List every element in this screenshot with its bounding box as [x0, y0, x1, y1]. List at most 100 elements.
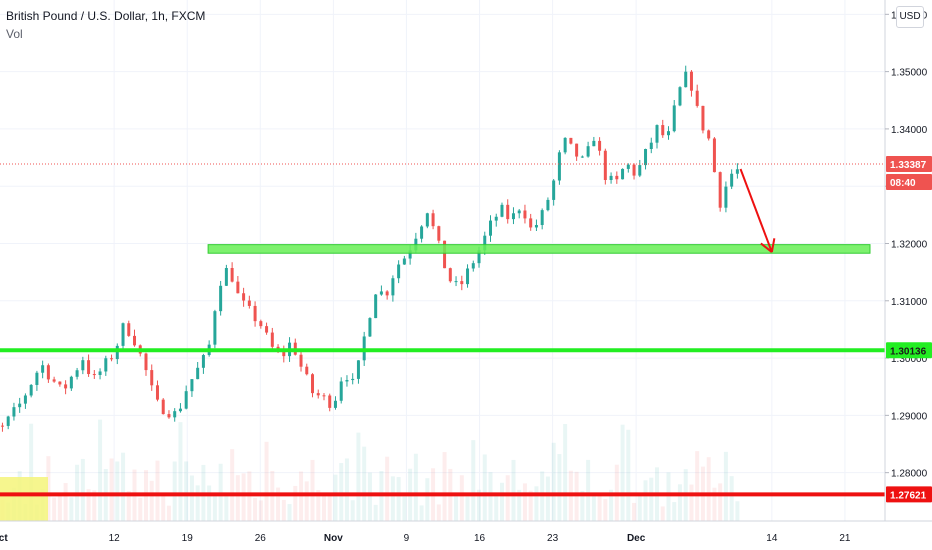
volume-bar	[586, 459, 591, 521]
candle-body	[695, 90, 699, 106]
volume-bar	[86, 489, 91, 521]
candle-body	[98, 371, 102, 375]
candle-body	[460, 281, 464, 285]
candle-body	[213, 311, 217, 345]
volume-bar	[52, 497, 57, 521]
current-price-badge-label: 1.33387	[890, 160, 927, 171]
countdown-badge	[886, 174, 932, 191]
candle-body	[511, 213, 515, 220]
candle-body	[92, 374, 96, 376]
candle-body	[115, 345, 119, 360]
volume-bar	[499, 482, 504, 521]
volume-bar	[293, 485, 298, 521]
volume-bar	[155, 460, 160, 521]
volume-bar	[436, 504, 441, 521]
volume-bar	[29, 423, 34, 521]
volume-bar	[632, 502, 637, 521]
chart-title: British Pound / U.S. Dollar, 1h, FXCM	[6, 9, 206, 23]
price-scale[interactable]	[885, 0, 932, 550]
candle-body	[529, 218, 533, 228]
candle-body	[230, 268, 234, 282]
candle-body	[316, 393, 320, 396]
support-level-badge	[886, 342, 932, 359]
volume-bar	[264, 441, 269, 521]
volume-bar	[195, 485, 200, 521]
volume-bar	[712, 487, 717, 521]
candle-body	[201, 355, 205, 368]
volume-bar	[723, 451, 728, 521]
time-tick-label: 23	[547, 533, 559, 544]
candle-body	[385, 291, 389, 296]
resistance-level-badge-label: 1.27621	[890, 490, 927, 501]
candle-body	[569, 137, 573, 144]
volume-bar	[488, 472, 493, 521]
volume-bar	[677, 484, 682, 521]
price-tick-label: 1.31000	[891, 297, 928, 308]
current-price-badge	[886, 156, 932, 173]
volume-highlight	[0, 477, 48, 521]
volume-bar	[235, 475, 240, 521]
volume-bar	[316, 490, 321, 521]
candle-body	[242, 293, 246, 301]
candle-body	[598, 140, 602, 151]
time-tick-label: Nov	[324, 533, 343, 544]
time-axis[interactable]	[0, 521, 932, 550]
candle-body	[299, 354, 303, 367]
candle-body	[489, 220, 492, 236]
candle-body	[506, 204, 510, 220]
candle-body	[356, 360, 360, 379]
volume-bar	[92, 490, 97, 521]
volume-bar	[402, 496, 407, 521]
candle-body	[75, 370, 79, 377]
price-tick-label: 1.28000	[891, 469, 928, 480]
candle-body	[368, 318, 372, 337]
currency-button[interactable]: USD	[896, 6, 924, 28]
support-zone[interactable]	[207, 244, 871, 254]
time-tick-label: 21	[839, 533, 851, 544]
candle-body	[408, 250, 412, 259]
volume-bar	[356, 432, 361, 521]
candle-body	[494, 216, 498, 221]
candle-body	[724, 186, 728, 208]
candle-body	[339, 381, 343, 401]
volume-bar	[477, 489, 482, 521]
volume-bar	[350, 500, 355, 521]
candle-body	[52, 379, 56, 382]
candle-body	[219, 285, 223, 312]
volume-bar	[666, 472, 671, 521]
candle-body	[196, 367, 200, 380]
candle-body	[707, 130, 711, 139]
volume-bar	[689, 484, 694, 521]
volume-bar	[626, 429, 631, 521]
volume-bar	[230, 449, 235, 521]
support-level-badge-label: 1.30136	[890, 346, 927, 357]
resistance-level-badge	[886, 486, 932, 503]
candle-body	[69, 376, 73, 389]
countdown-badge-label: 08:40	[890, 178, 916, 189]
volume-bar	[63, 483, 68, 521]
time-tick-label: 9	[404, 533, 410, 544]
candle-body	[46, 365, 50, 380]
time-tick-label: Dec	[627, 533, 646, 544]
volume-bar	[396, 477, 401, 521]
volume-bar	[287, 504, 292, 521]
candle-body	[402, 258, 406, 265]
volume-bar	[46, 456, 51, 521]
volume-bar	[522, 483, 527, 521]
candle-body	[448, 268, 452, 282]
volume-bar	[672, 502, 677, 521]
volume-bar	[459, 475, 464, 521]
candle-body	[684, 71, 688, 88]
volume-bar	[212, 493, 217, 521]
arrow-shaft[interactable]	[739, 168, 773, 253]
volume-bar	[310, 459, 315, 521]
candle-body	[443, 240, 447, 269]
volume-bar	[304, 481, 309, 521]
volume-bar	[362, 446, 367, 521]
volume-bar	[718, 483, 723, 521]
price-tick-label: 1.29000	[891, 411, 928, 422]
candle-body	[471, 263, 475, 269]
candle-body	[64, 384, 68, 389]
